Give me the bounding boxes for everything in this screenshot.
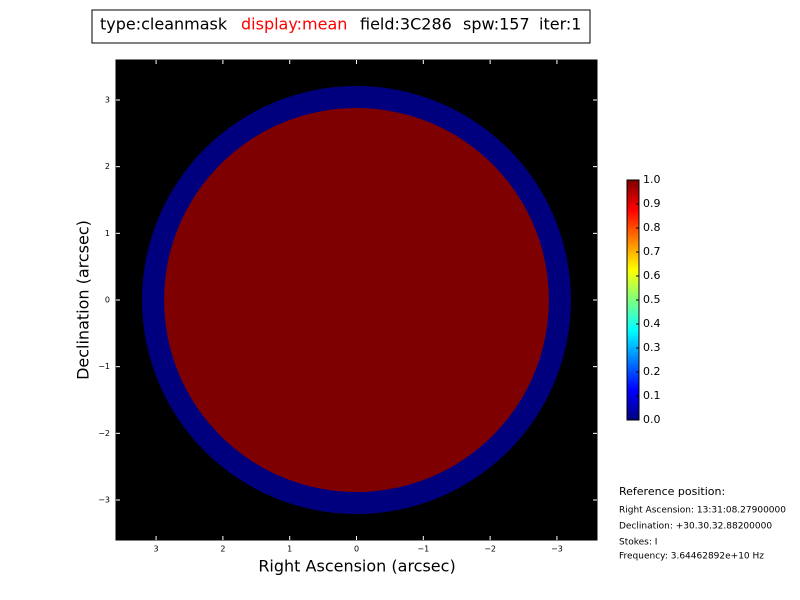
x-tick-label: −3 [551,545,563,554]
y-tick-label: 1 [105,229,110,238]
reference-line: Stokes: I [619,538,657,548]
x-tick-label: −1 [417,545,429,554]
colorbar-tick-label: 0.9 [643,197,661,210]
reference-line: Declination: +30.30.32.88200000 [619,522,772,532]
y-tick-label: 3 [105,96,110,105]
colorbar-tick-label: 0.7 [643,245,661,258]
title-box [91,9,591,44]
y-tick-label: −3 [98,496,110,505]
y-axis-label: Declination (arcsec) [74,220,93,380]
x-tick-label: −2 [484,545,496,554]
x-axis-label: Right Ascension (arcsec) [258,557,455,576]
y-tick-label: −2 [98,429,110,438]
mask-region [164,108,549,492]
y-tick-label: 2 [105,162,110,171]
x-tick-label: 0 [354,545,359,554]
x-tick-label: 2 [220,545,225,554]
colorbar-tick-label: 0.0 [643,413,661,426]
title-part: type:cleanmask [100,15,228,34]
colorbar-tick-label: 0.4 [643,317,661,330]
reference-line: Frequency: 3.64462892e+10 Hz [619,552,764,562]
x-tick-label: 3 [154,545,159,554]
reference-title: Reference position: [619,485,725,498]
title-part: field:3C286 [360,15,452,34]
reference-line: Right Ascension: 13:31:08.27900000 [619,506,786,516]
title-part: iter:1 [539,15,581,34]
colorbar-tick-label: 0.1 [643,389,661,402]
colorbar-tick-label: 0.8 [643,221,661,234]
title-part: display:mean [241,15,347,34]
colorbar-tick-label: 0.5 [643,293,661,306]
title-part: spw:157 [463,15,530,34]
colorbar-tick-label: 0.3 [643,341,661,354]
y-tick-label: −1 [98,362,110,371]
y-tick-label: 0 [105,296,110,305]
colorbar-tick-label: 1.0 [643,173,661,186]
colorbar-tick-label: 0.6 [643,269,661,282]
colorbar-tick-label: 0.2 [643,365,661,378]
x-tick-label: 1 [287,545,292,554]
